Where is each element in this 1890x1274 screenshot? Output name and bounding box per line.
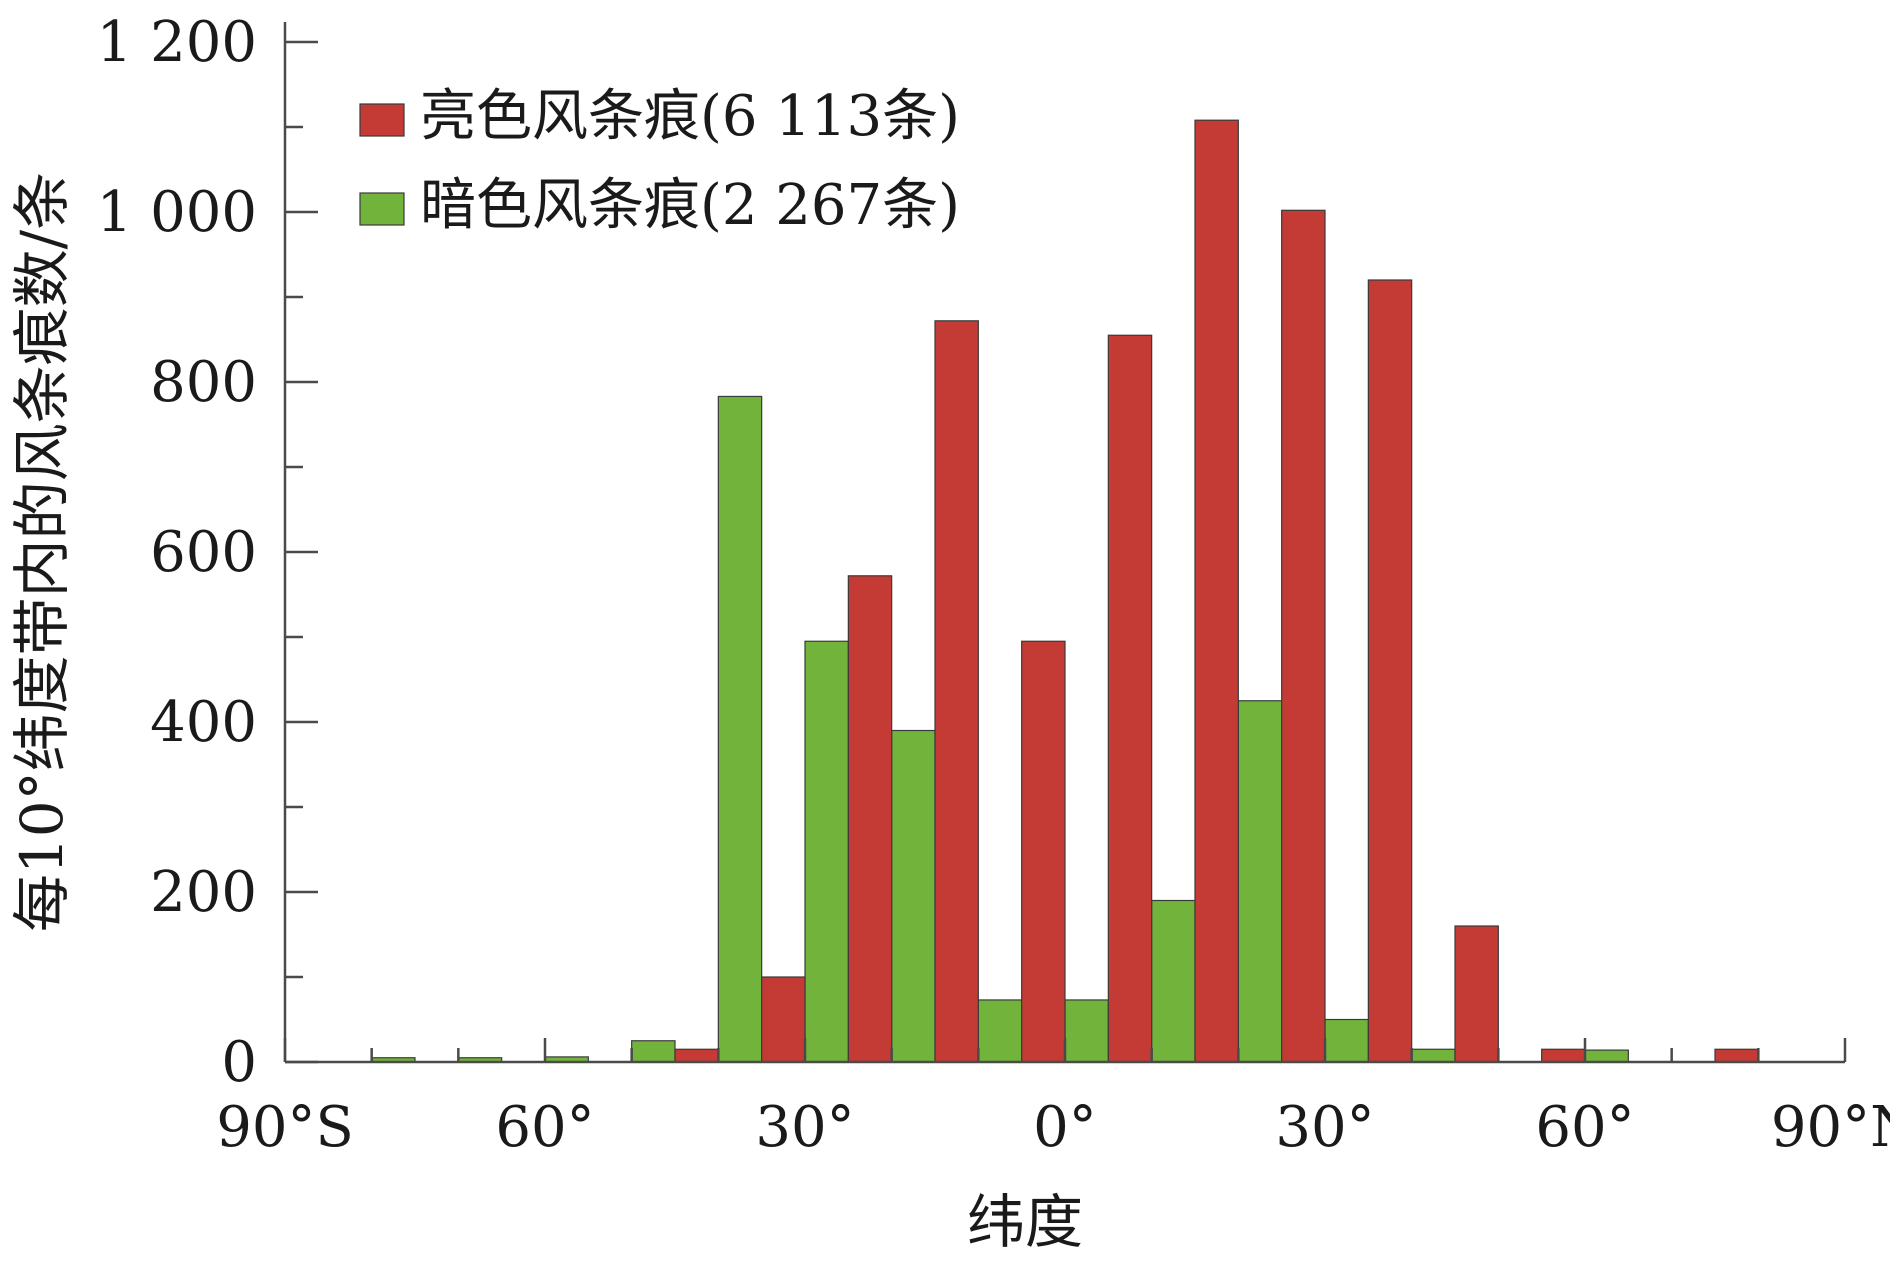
bar-bright--45 xyxy=(674,1048,719,1063)
bar-bright--5 xyxy=(1021,640,1066,1063)
bar-dark--5 xyxy=(977,999,1023,1063)
y-tick-label-1200: 1 200 xyxy=(97,10,257,75)
bar-bright-55 xyxy=(1541,1048,1586,1063)
bar-bright-25 xyxy=(1281,209,1326,1063)
x-tick-label-30: 30° xyxy=(1275,1095,1374,1160)
legend-label-0: 亮色风条痕(6 113条) xyxy=(420,84,960,149)
bar-bright--35 xyxy=(761,976,806,1063)
x-tick-label-60: 60° xyxy=(1535,1095,1634,1160)
legend-swatch-1 xyxy=(359,192,405,226)
bar-dark-65 xyxy=(1584,1049,1629,1063)
y-tick-label-800: 800 xyxy=(150,350,257,415)
axes-layer xyxy=(283,22,1847,1064)
bars-layer xyxy=(371,119,1759,1063)
y-tick-label-200: 200 xyxy=(150,860,257,925)
y-tick-label-400: 400 xyxy=(150,690,257,755)
labels-layer: 0 200 400 600 800 1 000 1 200 90°S 60° 30° 0° 30° 60… xyxy=(8,10,1890,1256)
x-tick-label--90: 90°S xyxy=(216,1095,354,1160)
bar-dark--15 xyxy=(891,729,936,1063)
x-tick-label-90: 90°N xyxy=(1771,1095,1890,1160)
bar-bright-45 xyxy=(1454,925,1499,1063)
bar-bright--25 xyxy=(847,575,893,1063)
bar-bright-5 xyxy=(1107,334,1153,1063)
x-tick-label-0: 0° xyxy=(1033,1095,1097,1160)
x-axis-title: 纬度 xyxy=(967,1188,1083,1256)
bar-dark-45 xyxy=(1411,1048,1456,1063)
y-axis-title: 每10°纬度带内的风条痕数/条 xyxy=(8,172,76,932)
bar-bright--15 xyxy=(934,320,979,1063)
bar-dark--25 xyxy=(804,640,849,1063)
bar-dark-15 xyxy=(1151,899,1196,1063)
bar-bright-35 xyxy=(1367,279,1413,1063)
bar-dark-25 xyxy=(1237,700,1283,1063)
bar-dark--45 xyxy=(631,1040,676,1063)
x-tick-label--60: 60° xyxy=(495,1095,594,1160)
legend-swatch-0 xyxy=(359,103,405,137)
y-tick-label-0: 0 xyxy=(221,1030,257,1095)
bar-dark-35 xyxy=(1324,1018,1369,1063)
bar-bright-15 xyxy=(1194,119,1239,1063)
y-tick-label-1000: 1 000 xyxy=(97,180,257,245)
bar-bright-75 xyxy=(1714,1048,1759,1063)
bar-dark--35 xyxy=(717,395,763,1063)
x-tick-label--30: 30° xyxy=(755,1095,854,1160)
y-tick-label-600: 600 xyxy=(150,520,257,585)
legend: 亮色风条痕(6 113条) 暗色风条痕(2 267条) xyxy=(359,84,960,238)
legend-label-1: 暗色风条痕(2 267条) xyxy=(420,173,960,238)
bar-dark-5 xyxy=(1064,999,1109,1063)
